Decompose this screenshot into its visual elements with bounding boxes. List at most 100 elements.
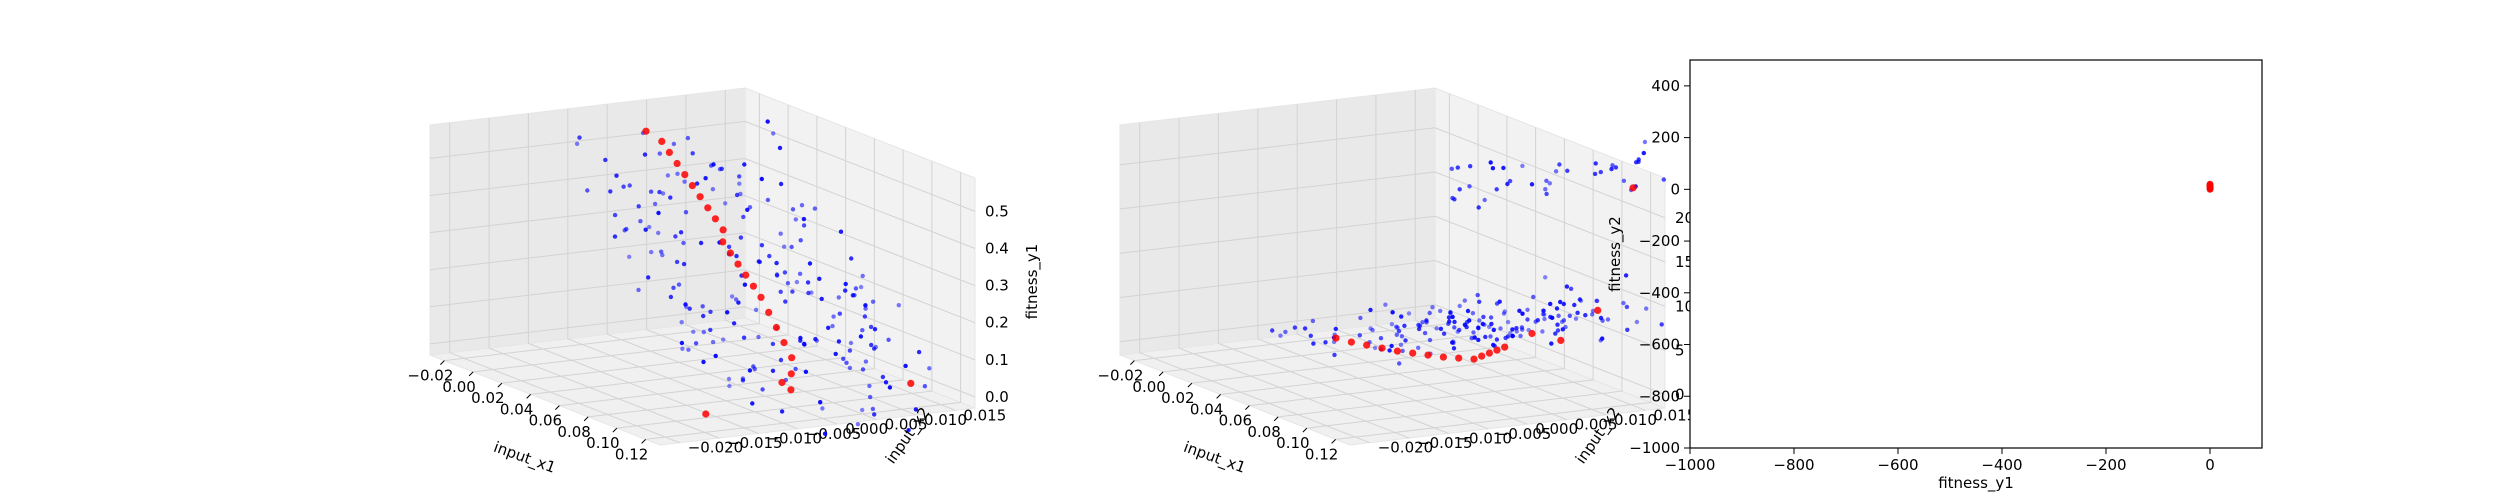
data-point-blue	[1525, 317, 1530, 322]
data-point-blue	[1577, 297, 1583, 302]
data-point-blue	[873, 344, 879, 350]
grid-x	[588, 149, 904, 418]
y-tick-label: 0.000	[845, 420, 888, 438]
data-point-blue	[686, 347, 691, 352]
data-point-blue	[1311, 341, 1316, 346]
data-point-blue	[886, 337, 891, 342]
data-point-blue	[1427, 337, 1433, 343]
data-point-blue	[1510, 333, 1515, 339]
data-point-blue	[1554, 306, 1560, 311]
data-point-blue	[691, 329, 696, 334]
x-tick-label: 0.12	[1305, 445, 1338, 463]
data-point-blue	[1389, 343, 1394, 349]
data-point-blue	[737, 174, 742, 179]
data-point-blue	[767, 253, 772, 259]
data-point-blue	[671, 285, 676, 290]
grid-z	[1119, 127, 1666, 219]
data-point-red	[702, 410, 710, 418]
x-tick	[583, 416, 589, 422]
data-point-blue	[681, 261, 687, 267]
data-point-blue	[687, 306, 692, 311]
y-tick-label: −0.020	[688, 439, 744, 457]
grid-x	[444, 93, 760, 362]
data-point-blue	[737, 181, 742, 186]
grid-z	[429, 306, 976, 398]
data-point-blue	[1590, 312, 1595, 317]
data-point-blue	[1448, 310, 1453, 316]
data-point-blue	[850, 293, 856, 298]
data-point-blue	[1553, 331, 1558, 336]
data-point-blue	[1561, 301, 1567, 307]
data-point-blue	[673, 234, 678, 239]
data-point-red	[1478, 352, 1486, 360]
data-point-blue	[1621, 300, 1626, 306]
data-point-blue	[708, 327, 713, 333]
data-point-blue	[1590, 308, 1596, 314]
data-point-blue	[830, 323, 835, 329]
data-point-blue	[740, 376, 746, 381]
data-point-blue	[708, 309, 713, 314]
data-point-blue	[1593, 161, 1598, 166]
data-point-blue	[785, 281, 791, 286]
data-point-red	[665, 148, 674, 156]
grid-z	[429, 195, 976, 287]
data-point-blue	[759, 176, 764, 182]
data-point-blue	[869, 342, 874, 348]
data-point-blue	[812, 206, 818, 211]
data-point-blue	[1368, 307, 1373, 313]
data-point-blue	[922, 384, 928, 389]
data-point-blue	[1563, 324, 1568, 330]
data-point-red	[1470, 355, 1478, 363]
data-point-red	[1347, 338, 1355, 346]
data-point-blue	[1594, 298, 1600, 304]
data-point-blue	[1400, 348, 1405, 354]
data-point-blue	[1621, 178, 1627, 183]
data-point-blue	[790, 289, 795, 294]
x-tick-label: −0.02	[407, 367, 453, 385]
data-point-blue	[668, 195, 673, 200]
data-point-blue	[1455, 165, 1461, 170]
data-point-blue	[756, 334, 761, 340]
data-point-blue	[1548, 301, 1553, 307]
grid-z	[1119, 304, 1666, 396]
data-point-blue	[1542, 316, 1547, 322]
chart-3d-2: −0.020.000.020.040.060.080.100.12 −0.020−…	[1097, 87, 1732, 478]
x-tick	[1245, 405, 1250, 410]
data-point-blue	[1446, 315, 1452, 320]
data-point-blue	[642, 152, 648, 157]
data-point-red	[787, 386, 795, 394]
data-point-blue	[903, 363, 908, 369]
data-point-blue	[1302, 326, 1308, 331]
x-tick-label: −1000	[1665, 456, 1716, 474]
data-point-blue	[1475, 292, 1480, 298]
data-point-blue	[1490, 166, 1496, 171]
data-point-blue	[868, 394, 873, 400]
data-point-blue	[694, 181, 700, 186]
grid-y	[606, 104, 838, 425]
data-point-blue	[793, 217, 798, 222]
data-point-blue	[1518, 333, 1523, 339]
z-tick-label: 0.2	[985, 314, 1009, 332]
data-point-blue	[1449, 166, 1455, 171]
data-point-blue	[627, 183, 632, 188]
data-point-blue	[612, 212, 618, 218]
data-point-blue	[872, 412, 877, 417]
x-tick	[497, 382, 503, 388]
grid-x	[1335, 172, 1652, 440]
data-point-red	[1409, 349, 1417, 357]
data-point-blue	[858, 284, 864, 290]
data-point-blue	[1434, 326, 1439, 331]
data-point-blue	[778, 357, 784, 363]
data-point-blue	[779, 409, 785, 414]
data-point-blue	[1561, 318, 1567, 323]
z-tick-label: 20	[1675, 209, 1694, 227]
grid-y	[1257, 108, 1488, 430]
data-point-blue	[858, 334, 864, 339]
data-point-blue	[1399, 314, 1404, 319]
data-point-blue	[1332, 352, 1337, 358]
data-point-blue	[1505, 319, 1511, 325]
data-point-blue	[1420, 320, 1425, 325]
data-point-blue	[1519, 325, 1525, 330]
data-point-blue	[621, 184, 626, 189]
data-point-blue	[1399, 334, 1405, 339]
